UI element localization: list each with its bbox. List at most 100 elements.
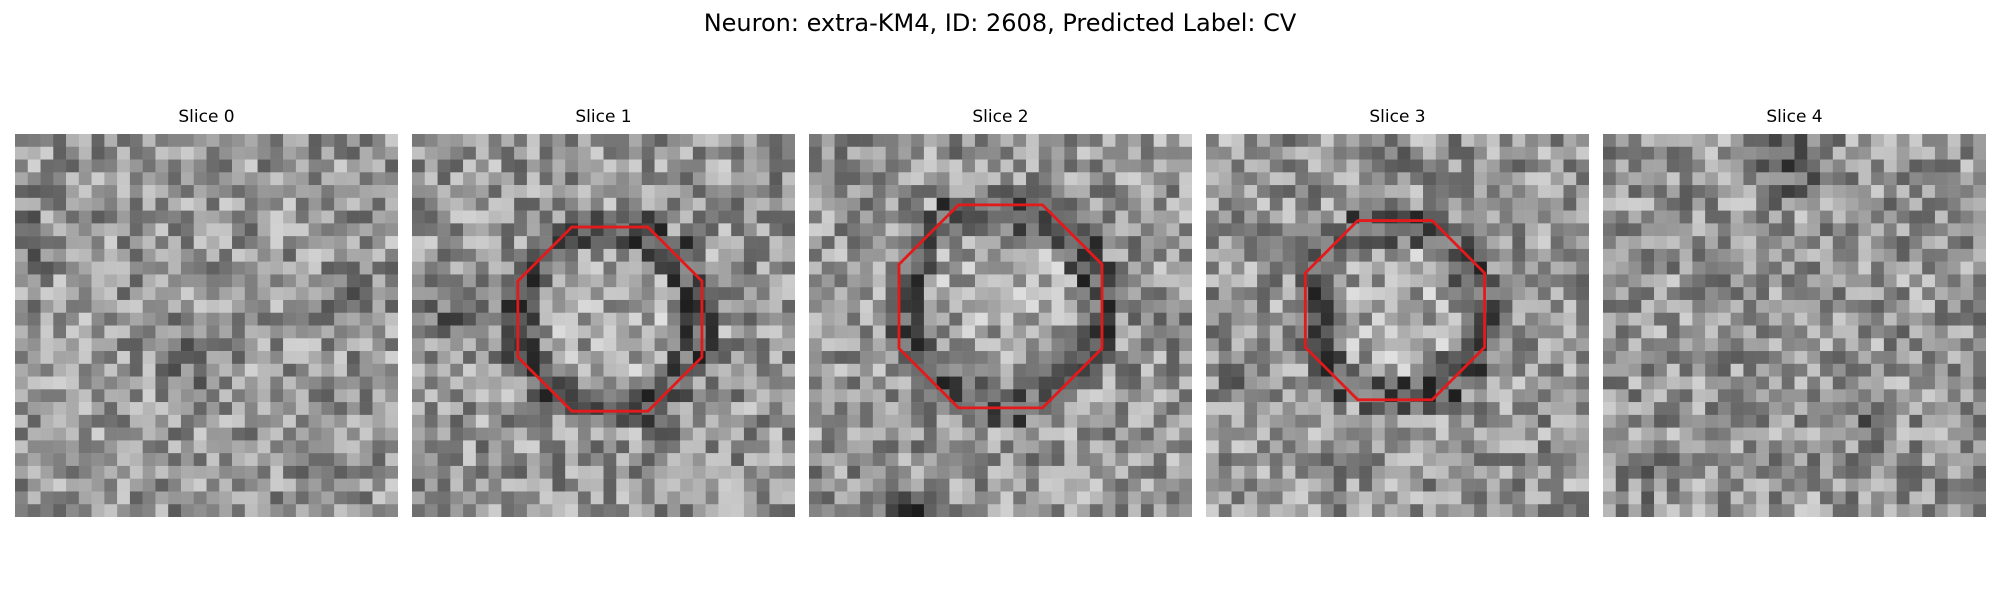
pixel [949, 478, 963, 492]
pixel [1474, 402, 1488, 416]
pixel [155, 236, 169, 250]
pixel [692, 299, 706, 313]
pixel [641, 299, 655, 313]
pixel [898, 440, 912, 454]
pixel [936, 363, 950, 377]
pixel [257, 465, 271, 479]
pixel [680, 236, 694, 250]
pixel [78, 325, 92, 339]
pixel [1615, 504, 1629, 517]
pixel [321, 351, 335, 365]
pixel [539, 236, 553, 250]
pixel [1922, 453, 1936, 467]
pixel [1115, 402, 1129, 416]
pixel [53, 210, 67, 224]
pixel [308, 440, 322, 454]
pixel [1896, 261, 1910, 275]
pixel [539, 351, 553, 365]
pixel [1794, 504, 1808, 517]
pixel [78, 440, 92, 454]
pixel [1128, 504, 1142, 517]
pixel [1654, 197, 1668, 211]
pixel [1089, 440, 1103, 454]
pixel [1563, 299, 1577, 313]
pixel [117, 440, 131, 454]
pixel [539, 312, 553, 326]
pixel [475, 402, 489, 416]
pixel [1960, 351, 1974, 365]
pixel [1397, 236, 1411, 250]
pixel [1512, 325, 1526, 339]
pixel [424, 414, 438, 428]
pixel [603, 159, 617, 173]
pixel [232, 236, 246, 250]
pixel [372, 491, 386, 505]
pixel [1140, 351, 1154, 365]
pixel [603, 261, 617, 275]
pixel [270, 210, 284, 224]
pixel [590, 134, 604, 148]
pixel [526, 274, 540, 288]
pixel [142, 312, 156, 326]
pixel [1077, 376, 1091, 390]
pixel [860, 351, 874, 365]
pixel [552, 402, 566, 416]
pixel [463, 465, 477, 479]
pixel [1153, 351, 1167, 365]
pixel [885, 491, 899, 505]
pixel [526, 236, 540, 250]
pixel [821, 299, 835, 313]
pixel [180, 351, 194, 365]
pixel [1384, 236, 1398, 250]
pixel [168, 389, 182, 403]
pixel [1845, 338, 1859, 352]
pixel [475, 261, 489, 275]
pixel [501, 185, 515, 199]
pixel [756, 134, 770, 148]
pixel [1486, 351, 1500, 365]
pixel [232, 146, 246, 160]
pixel [616, 351, 630, 365]
pixel [91, 261, 105, 275]
pixel [1231, 351, 1245, 365]
pixel [346, 351, 360, 365]
pixel [66, 146, 80, 160]
pixel [1153, 223, 1167, 237]
pixel [1359, 504, 1373, 517]
pixel [1525, 172, 1539, 186]
pixel [654, 402, 668, 416]
pixel [1883, 261, 1897, 275]
pixel [654, 159, 668, 173]
pixel [949, 414, 963, 428]
pixel [1218, 338, 1232, 352]
pixel [718, 363, 732, 377]
pixel [1448, 172, 1462, 186]
pixel [1871, 248, 1885, 262]
pixel [1794, 440, 1808, 454]
pixel [1947, 453, 1961, 467]
pixel [1026, 376, 1040, 390]
pixel [501, 376, 515, 390]
pixel [1140, 134, 1154, 148]
pixel [1960, 453, 1974, 467]
pixel [809, 146, 823, 160]
pixel [450, 389, 464, 403]
pixel [987, 491, 1001, 505]
pixel [872, 312, 886, 326]
pixel [1077, 363, 1091, 377]
pixel [1603, 274, 1617, 288]
pixel [1282, 389, 1296, 403]
pixel [590, 351, 604, 365]
pixel [1512, 414, 1526, 428]
pixel [1537, 146, 1551, 160]
pixel [1359, 427, 1373, 441]
pixel [66, 504, 80, 517]
pixel [809, 223, 823, 237]
pixel [321, 197, 335, 211]
pixel [129, 414, 143, 428]
pixel [1371, 491, 1385, 505]
pixel [1089, 172, 1103, 186]
pixel [334, 414, 348, 428]
pixel [1525, 210, 1539, 224]
pixel [539, 325, 553, 339]
